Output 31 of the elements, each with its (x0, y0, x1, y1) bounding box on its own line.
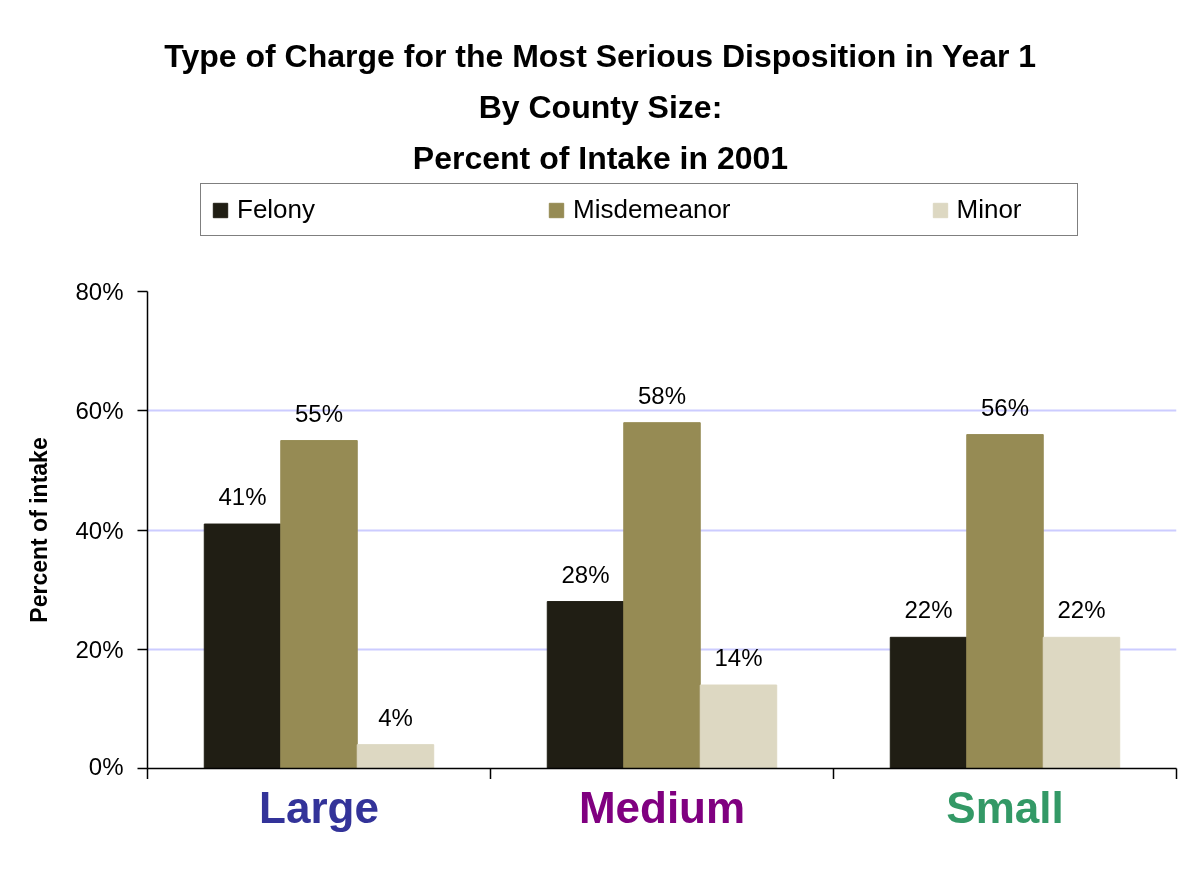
data-label: 55% (294, 399, 344, 427)
bar (1042, 636, 1121, 769)
data-label: 41% (218, 483, 267, 511)
bar (280, 440, 358, 769)
data-label: 56% (980, 393, 1030, 421)
bar (966, 434, 1044, 769)
bar (889, 636, 968, 769)
data-label: 58% (637, 381, 687, 409)
chart-title: Type of Charge for the Most Serious Disposition in Year 1 By County Size: Percent of Intake in 2001 (164, 37, 1037, 176)
x-tick-label: Small (946, 782, 1064, 832)
legend-label: Felony (237, 194, 317, 225)
y-tick-label: 60% (75, 397, 124, 425)
legend-label: Minor (956, 194, 1023, 225)
y-axis-title: Percent of intake (26, 437, 53, 623)
y-tick-label: 0% (88, 752, 124, 780)
data-label: 22% (904, 596, 953, 624)
legend-label: Misdemeanor (573, 194, 731, 225)
x-tick-label: Medium (578, 782, 746, 832)
bar (623, 422, 701, 769)
bar (203, 523, 282, 769)
data-label: 28% (561, 560, 610, 588)
bar (699, 684, 778, 769)
data-label: 14% (714, 644, 763, 672)
x-tick-label: Large (259, 782, 379, 832)
data-label: 22% (1057, 596, 1106, 624)
bar (356, 744, 435, 769)
y-tick-label: 20% (75, 635, 124, 663)
bar (546, 601, 625, 769)
y-tick-label: 40% (75, 516, 124, 544)
data-label: 4% (378, 703, 413, 731)
y-tick-label: 80% (75, 278, 124, 305)
